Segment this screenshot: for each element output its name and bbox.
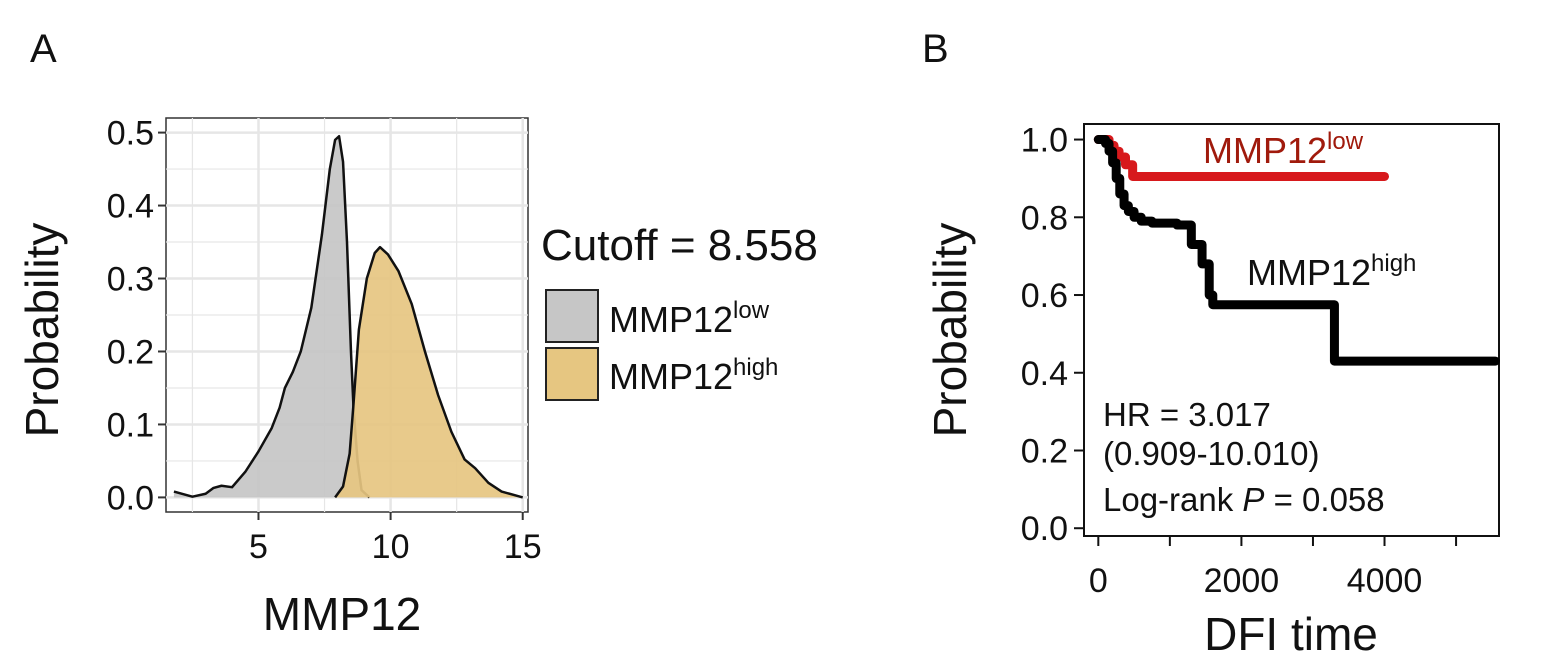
panel-b-logrank: Log-rank P = 0.058 bbox=[1103, 481, 1385, 518]
y-tick-label: 1.0 bbox=[1021, 122, 1068, 160]
legend-low-base: MMP12 bbox=[609, 299, 733, 340]
y-tick-label: 0.2 bbox=[1021, 432, 1068, 470]
panel-b-ci: (0.909-10.010) bbox=[1103, 435, 1319, 472]
panel-a-legend-title: Cutoff = 8.558 bbox=[541, 221, 818, 270]
y-tick-label: 0.3 bbox=[107, 261, 154, 299]
y-tick-label: 0.4 bbox=[107, 188, 154, 226]
survival-curve-MMP12high bbox=[1093, 135, 1500, 366]
panel-letter-a: A bbox=[30, 27, 57, 71]
panel-b-plot-frame bbox=[1083, 123, 1500, 537]
y-tick-label: 0.1 bbox=[107, 406, 154, 444]
legend-high-sup: high bbox=[733, 354, 778, 381]
panel-b-hr: HR = 3.017 bbox=[1103, 396, 1271, 433]
panel-b-x-axis: 0 2000 4000 bbox=[1089, 536, 1458, 600]
panel-a-y-axis-title: Probability bbox=[16, 223, 68, 438]
panel-a-legend: Cutoff = 8.558 MMP12low MMP12high bbox=[541, 221, 818, 401]
panel-a-legend-label-high: MMP12high bbox=[609, 354, 778, 397]
y-tick-label: 0.5 bbox=[107, 115, 154, 153]
y-tick-label: 0.6 bbox=[1021, 277, 1068, 315]
logrank-p: P bbox=[1242, 481, 1264, 518]
label-low-sup: low bbox=[1327, 128, 1364, 155]
label-low-base: MMP12 bbox=[1203, 130, 1327, 171]
panel-b-chart: 0.0 0.2 0.4 0.6 0.8 1.0 0 2000 4000 DFI time Pr… bbox=[924, 122, 1500, 660]
x-tick-label: 10 bbox=[372, 528, 410, 566]
panel-b-y-axis: 0.0 0.2 0.4 0.6 0.8 1.0 bbox=[1021, 122, 1084, 548]
y-tick-label: 0.8 bbox=[1021, 199, 1068, 237]
panel-b-label-low: MMP12low bbox=[1203, 128, 1364, 171]
panel-a-legend-label-low: MMP12low bbox=[609, 297, 770, 340]
legend-high-base: MMP12 bbox=[609, 356, 733, 397]
x-tick-label: 5 bbox=[249, 528, 268, 566]
panel-a-legend-key-low bbox=[545, 289, 599, 343]
density-area-MMP12low bbox=[173, 136, 370, 498]
legend-low-sup: low bbox=[733, 297, 770, 324]
panel-b-y-axis-title: Probability bbox=[924, 223, 976, 438]
label-high-sup: high bbox=[1371, 250, 1416, 277]
panel-b-x-axis-title: DFI time bbox=[1204, 608, 1378, 660]
density-outline-MMP12low bbox=[173, 134, 371, 499]
x-tick-label: 2000 bbox=[1204, 562, 1280, 600]
label-high-base: MMP12 bbox=[1247, 252, 1371, 293]
x-tick-label: 15 bbox=[504, 528, 542, 566]
panel-b-survival-curves bbox=[1093, 135, 1500, 366]
y-tick-label: 0.0 bbox=[107, 479, 154, 517]
panel-a-y-axis: 0.0 0.1 0.2 0.3 0.4 0.5 bbox=[107, 115, 166, 517]
y-tick-label: 0.4 bbox=[1021, 355, 1068, 393]
panel-letter-b: B bbox=[922, 27, 949, 71]
logrank-suffix: = 0.058 bbox=[1264, 481, 1384, 518]
density-outline-MMP12high bbox=[334, 245, 524, 499]
y-tick-label: 0.2 bbox=[107, 333, 154, 371]
x-tick-label: 0 bbox=[1089, 562, 1108, 600]
panel-a-legend-key-high bbox=[545, 347, 599, 401]
panel-a-x-axis: 5 10 15 bbox=[249, 512, 542, 566]
panel-a-chart: 0.0 0.1 0.2 0.3 0.4 0.5 5 10 15 MMP12 Probabili… bbox=[16, 115, 818, 640]
density-area-MMP12high bbox=[335, 247, 523, 498]
panel-a-density-areas bbox=[173, 134, 524, 499]
x-tick-label: 4000 bbox=[1347, 562, 1423, 600]
panel-b-label-high: MMP12high bbox=[1247, 250, 1416, 293]
y-tick-label: 0.0 bbox=[1021, 510, 1068, 548]
panel-a-x-axis-title: MMP12 bbox=[263, 588, 421, 640]
logrank-prefix: Log-rank bbox=[1103, 481, 1242, 518]
